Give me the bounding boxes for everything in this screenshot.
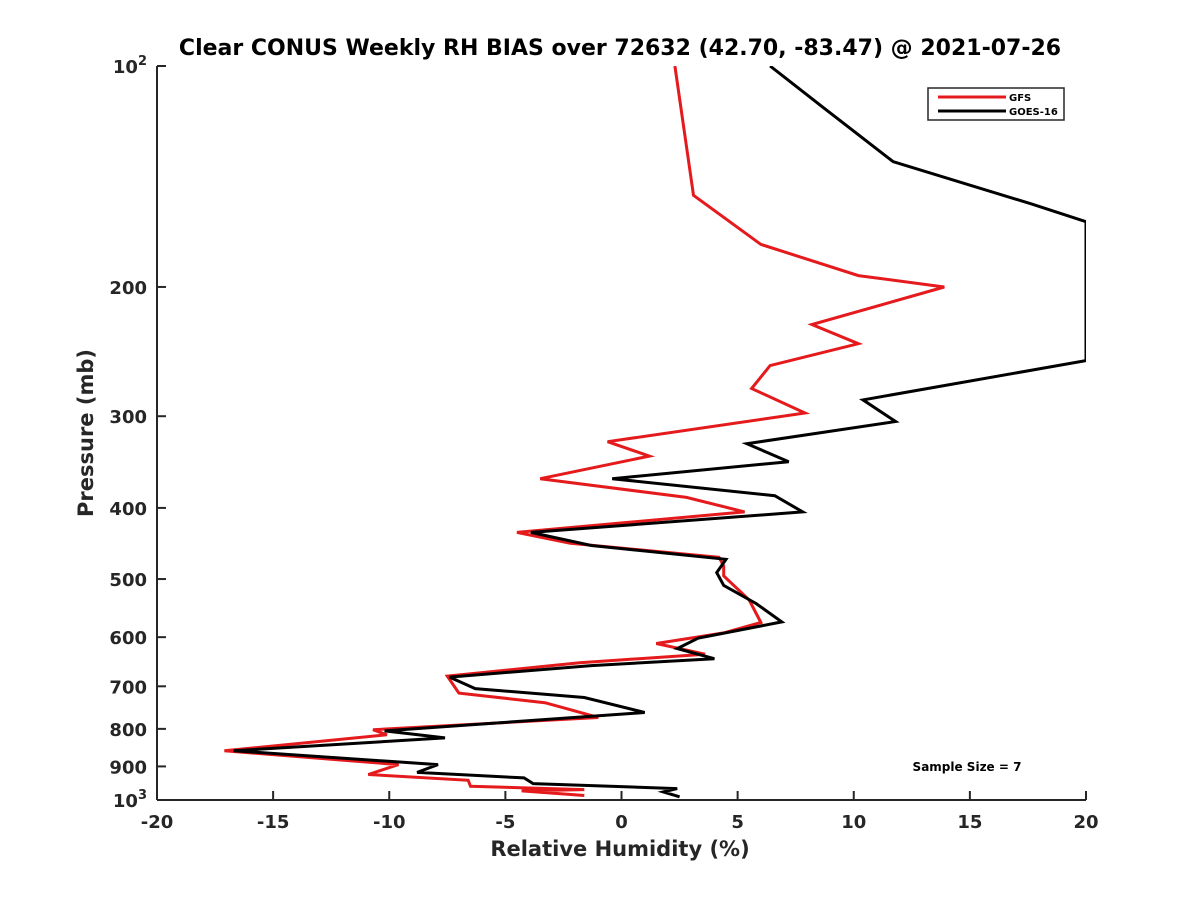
x-tick-label: -5 (495, 812, 515, 833)
y-tick-label: 900 (109, 757, 147, 778)
x-tick-label: -20 (141, 812, 174, 833)
plot-area (224, 66, 1086, 799)
legend-box (927, 87, 1065, 121)
y-tick-label: 800 (109, 720, 147, 741)
chart-title: Clear CONUS Weekly RH BIAS over 72632 (4… (179, 36, 1061, 61)
y-tick-label: 103 (113, 788, 147, 812)
x-tick-label: -15 (257, 812, 290, 833)
y-tick-label: 300 (109, 407, 147, 428)
y-axis-label: Pressure (mb) (74, 349, 98, 517)
legend-label: GFS (1009, 93, 1031, 104)
x-tick-label: -10 (373, 812, 406, 833)
x-axis-ticks: -20 -15 -10 -5 0 5 10 15 20 (141, 791, 1099, 833)
x-tick-label: 5 (731, 812, 744, 833)
axes (156, 66, 1086, 801)
y-tick-label: 600 (109, 628, 147, 649)
x-tick-label: 0 (615, 812, 628, 833)
x-axis-label: Relative Humidity (%) (490, 837, 749, 861)
x-tick-label: 15 (957, 812, 982, 833)
legend-label: GOES-16 (1009, 107, 1058, 118)
y-tick-label: 500 (109, 570, 147, 591)
x-tick-label: 20 (1073, 812, 1098, 833)
y-tick-label: 102 (113, 54, 147, 78)
legend: GFS GOES-16 (927, 87, 1065, 121)
sample-size-annotation: Sample Size = 7 (913, 760, 1022, 774)
y-tick-label: 700 (109, 677, 147, 698)
series-line-goes-16 (233, 66, 1086, 799)
y-tick-label: 200 (109, 278, 147, 299)
y-axis-ticks: 102 200 300 400 500 600 700 800 900 103 (109, 54, 166, 812)
y-tick-label: 400 (109, 499, 147, 520)
x-tick-label: 10 (841, 812, 866, 833)
